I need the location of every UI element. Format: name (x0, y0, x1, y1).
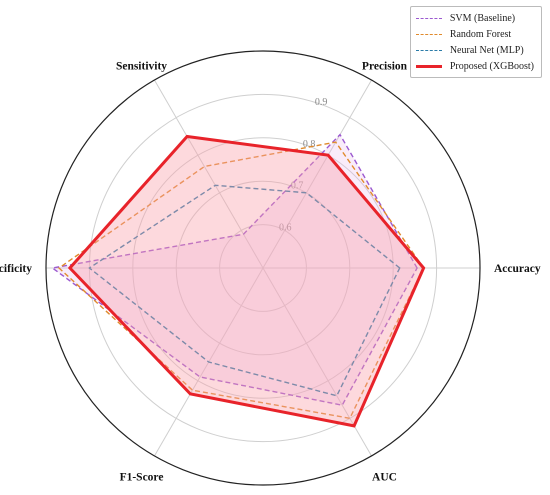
chart-legend: SVM (Baseline) Random Forest Neural Net (M… (409, 6, 542, 78)
legend-swatch (415, 49, 442, 51)
legend-label: Neural Net (MLP) (449, 44, 524, 56)
tick-label-2: 0.8 (303, 139, 316, 150)
axis-spoke-1 (262, 79, 372, 269)
series-line-2 (88, 184, 401, 397)
axis-label-auc: AUC (372, 471, 397, 483)
legend-item: SVM (Baseline) (415, 10, 534, 26)
axis-label-sensitivity: Sensitivity (116, 61, 167, 73)
legend-swatch (415, 17, 442, 19)
legend-item: Proposed (XGBoost) (415, 58, 534, 74)
tick-label-1: 0.7 (291, 181, 304, 192)
outer-frame (45, 50, 481, 486)
series-line-0 (50, 133, 418, 406)
legend-swatch (415, 64, 442, 68)
tick-label-0: 0.6 (279, 222, 292, 233)
series-line-1 (57, 141, 425, 420)
axis-label-precision: Precision (362, 61, 408, 73)
legend-label: SVM (Baseline) (449, 12, 516, 24)
axis-spoke-2 (154, 79, 264, 269)
axis-label-accuracy: Accuracy (494, 263, 541, 275)
axis-label-specificity: Specificity (0, 263, 32, 275)
axis-label-f1-score: F1-Score (120, 471, 164, 483)
legend-item: Random Forest (415, 26, 534, 42)
legend-label: Random Forest (449, 28, 512, 40)
tick-label-3: 0.9 (315, 97, 328, 108)
legend-item: Neural Net (MLP) (415, 42, 534, 58)
legend-swatch (415, 33, 442, 35)
legend-label: Proposed (XGBoost) (449, 60, 534, 72)
series-line-3 (67, 134, 426, 428)
